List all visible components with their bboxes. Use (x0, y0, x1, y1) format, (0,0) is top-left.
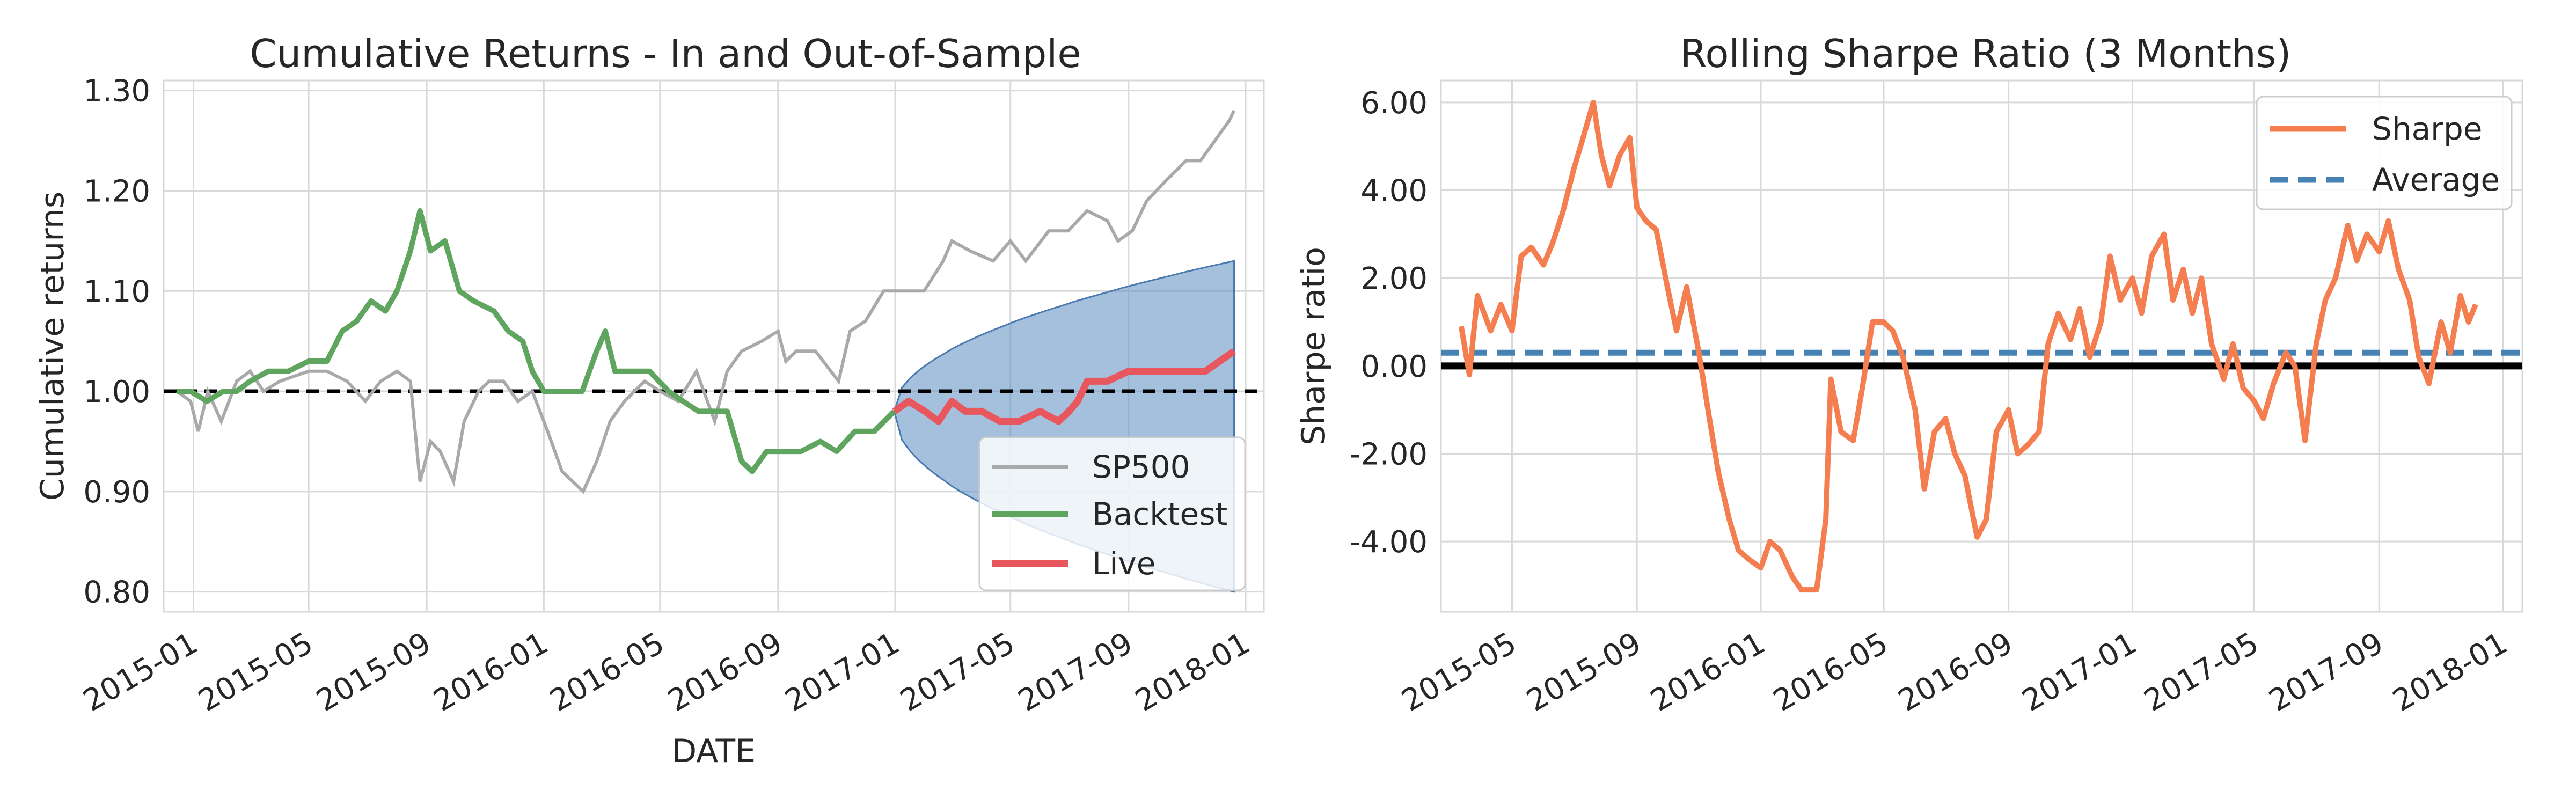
sp500-series-line (176, 109, 1236, 494)
cumulative-returns-y-tick-label: 0.90 (83, 475, 150, 510)
live-series-line (892, 348, 1236, 425)
rolling-sharpe-x-tick-label: 2016-01 (1645, 626, 1771, 719)
rolling-sharpe-x-tick-label: 2016-09 (1893, 626, 2019, 719)
cumulative-returns-x-tick-label: 2016-01 (428, 626, 554, 719)
rolling-sharpe-x-grid (1511, 80, 2504, 612)
rolling-sharpe-x-tick-label: 2015-05 (1396, 626, 1522, 719)
cumulative-returns-x-tick-label: 2016-05 (544, 626, 670, 719)
cumulative-returns-x-tick-label: 2016-09 (662, 626, 788, 719)
rolling-sharpe-y-tick-label: -4.00 (1350, 525, 1428, 560)
rolling-sharpe-x-tick-label: 2017-01 (2016, 626, 2142, 719)
cumulative-returns-legend: SP500 Backtest Live (978, 436, 1246, 591)
cumulative-returns-y-tick-labels: 0.80 0.90 1.00 1.10 1.20 1.30 (83, 74, 150, 610)
cumulative-returns-x-tick-label: 2017-01 (779, 626, 905, 719)
cumulative-returns-y-tick-label: 1.30 (83, 74, 150, 109)
cumulative-returns-chart: Cumulative Returns - In and Out-of-Sampl… (34, 31, 1265, 770)
rolling-sharpe-title: Rolling Sharpe Ratio (3 Months) (1680, 31, 2292, 76)
cumulative-returns-x-tick-label: 2017-05 (895, 626, 1021, 719)
rolling-sharpe-legend: Sharpe Average (2256, 96, 2513, 210)
cumulative-returns-x-tick-label: 2018-01 (1130, 626, 1256, 719)
legend-sp500-label: SP500 (1092, 449, 1190, 485)
cumulative-returns-y-label: Cumulative returns (34, 192, 71, 501)
rolling-sharpe-x-tick-label: 2018-01 (2387, 626, 2513, 719)
rolling-sharpe-chart: Rolling Sharpe Ratio (3 Months) 2015-052… (1295, 31, 2523, 719)
rolling-sharpe-x-tick-label: 2015-09 (1521, 626, 1647, 719)
cumulative-returns-y-tick-label: 1.10 (83, 274, 150, 309)
cumulative-returns-y-tick-label: 1.20 (83, 174, 150, 209)
rolling-sharpe-x-tick-label: 2017-05 (2138, 626, 2264, 719)
cumulative-returns-y-tick-label: 1.00 (83, 375, 150, 409)
rolling-sharpe-x-tick-label: 2016-05 (1768, 626, 1894, 719)
backtest-series-line (177, 208, 896, 474)
cumulative-returns-title: Cumulative Returns - In and Out-of-Sampl… (250, 31, 1081, 76)
rolling-sharpe-y-tick-label: 2.00 (1360, 261, 1428, 296)
cumulative-returns-x-tick-label: 2017-09 (1013, 626, 1139, 719)
rolling-sharpe-y-tick-label: 0.00 (1360, 349, 1428, 384)
cumulative-returns-y-tick-label: 0.80 (83, 575, 150, 610)
cumulative-returns-x-tick-label: 2015-05 (193, 626, 319, 719)
legend-sharpe-label: Sharpe (2372, 111, 2482, 147)
cumulative-returns-x-tick-labels: 2015-012015-052015-092016-012016-052016-… (77, 626, 1256, 719)
cumulative-returns-x-tick-label: 2015-01 (77, 626, 203, 719)
cumulative-returns-x-tick-label: 2015-09 (311, 626, 437, 719)
rolling-sharpe-y-tick-label: -2.00 (1350, 437, 1428, 472)
legend-box (2256, 96, 2513, 210)
legend-average-label: Average (2372, 162, 2500, 198)
rolling-sharpe-x-tick-label: 2017-09 (2263, 626, 2389, 719)
rolling-sharpe-x-tick-labels: 2015-052015-092016-012016-052016-092017-… (1396, 626, 2513, 719)
legend-live-label: Live (1092, 545, 1155, 582)
rolling-sharpe-y-label: Sharpe ratio (1295, 247, 1333, 445)
cumulative-returns-x-label: DATE (672, 733, 756, 770)
rolling-sharpe-y-tick-label: 6.00 (1360, 86, 1428, 121)
rolling-sharpe-y-tick-label: 4.00 (1360, 174, 1428, 209)
sharpe-series-line (1458, 99, 2478, 593)
rolling-sharpe-y-tick-labels: -4.00 -2.00 0.00 2.00 4.00 6.00 (1350, 86, 1428, 560)
legend-box (978, 436, 1246, 591)
legend-backtest-label: Backtest (1092, 496, 1227, 532)
